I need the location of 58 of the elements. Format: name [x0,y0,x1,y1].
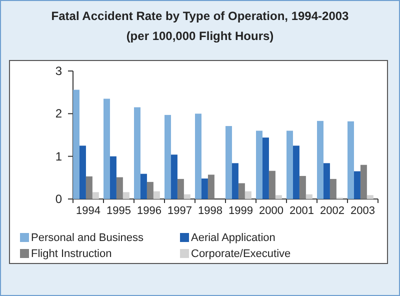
x-tick-label: 1996 [137,205,162,217]
bar [286,130,293,199]
bar [184,194,190,199]
x-tick-label: 1994 [76,205,100,217]
bar [299,176,306,199]
bar [232,163,238,199]
bar [323,163,330,199]
bar [238,183,245,199]
bar [354,171,360,199]
x-tick-label: 2002 [320,205,344,217]
bar [366,195,374,199]
bar [348,121,354,199]
bar [170,154,178,199]
bar [226,126,232,199]
legend-label: Corporate/Executive [191,248,291,260]
chart-subtitle: (per 100,000 Flight Hours) [126,29,274,43]
bar [79,146,86,199]
y-tick-label: 1 [55,149,62,164]
bar [317,120,324,199]
y-tick-label: 2 [55,106,62,121]
legend-label: Personal and Business [31,232,144,244]
bar [262,138,269,199]
bar [146,182,154,199]
bar [208,174,214,199]
bar [330,178,336,199]
bar [92,192,99,199]
bar [73,90,80,199]
legend-label: Aerial Application [191,232,276,244]
bar [110,156,116,199]
bar [292,146,300,199]
x-tick-label: 2003 [350,205,375,217]
bar [244,191,252,199]
bar [116,177,123,199]
x-tick-label: 1998 [198,205,222,217]
x-tick-label: 1995 [106,205,131,217]
bar [153,191,160,199]
chart-title: Fatal Accident Rate by Type of Operation, 1994-2003 [51,9,350,23]
bar [360,164,367,199]
bar [256,130,262,199]
legend-label: Flight Instruction [31,248,112,260]
bar [164,114,171,199]
y-tick-label: 0 [55,192,62,206]
bar [140,174,147,199]
bar [195,114,202,199]
bar [134,107,140,199]
y-tick-label: 3 [55,64,62,78]
bar [122,192,130,199]
bar [306,194,312,199]
bar [201,178,208,199]
bar [268,170,276,199]
bar [177,178,184,199]
x-tick-label: 1999 [228,205,253,217]
bar [104,98,110,199]
x-tick-label: 2001 [290,205,314,217]
x-tick-label: 1997 [168,205,192,217]
bar [275,195,282,199]
x-tick-label: 2000 [259,205,284,217]
bar [86,176,92,199]
